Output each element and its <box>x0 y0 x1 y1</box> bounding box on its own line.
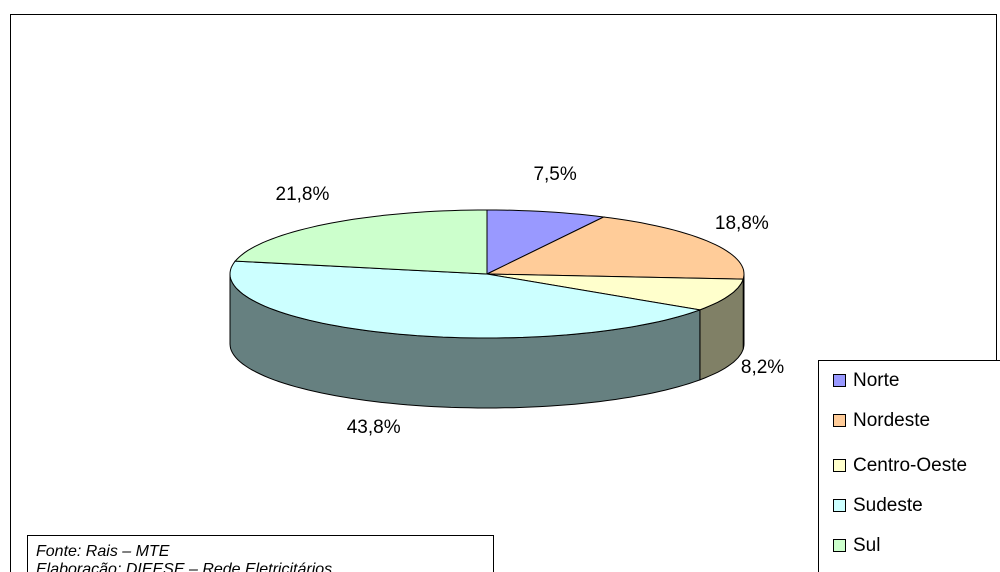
source-text: Elaboração: DIEESE – Rede Eletricitários <box>36 561 332 572</box>
legend-swatch <box>833 414 846 427</box>
slice <box>229 260 701 339</box>
source-text: Fonte: Rais – MTE <box>36 543 170 560</box>
slice <box>486 216 745 280</box>
data-label: 18,8% <box>715 213 769 234</box>
data-label: 8,2% <box>741 357 784 378</box>
data-label: 21,8% <box>276 184 330 205</box>
legend-swatch <box>833 374 846 387</box>
legend-box <box>818 360 1000 572</box>
legend-label: Nordeste <box>853 410 930 431</box>
source-box <box>27 535 494 572</box>
data-label: 7,5% <box>533 164 576 185</box>
slice <box>486 209 606 275</box>
slice <box>486 273 744 311</box>
legend-swatch <box>833 539 846 552</box>
legend-swatch <box>833 459 846 472</box>
legend-label: Centro-Oeste <box>853 455 967 476</box>
slice <box>234 209 488 275</box>
data-label: 43,8% <box>347 417 401 438</box>
legend-label: Sul <box>853 535 880 556</box>
legend-label: Norte <box>853 370 899 391</box>
legend-swatch <box>833 499 846 512</box>
legend-label: Sudeste <box>853 495 923 516</box>
